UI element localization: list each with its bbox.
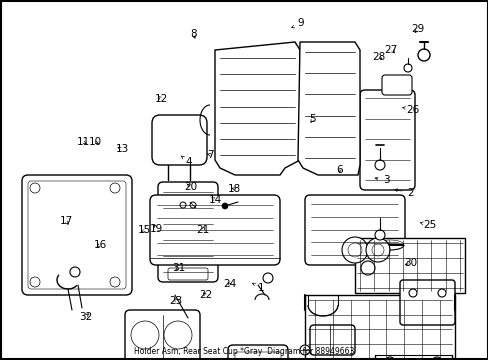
Circle shape: [70, 267, 80, 277]
Circle shape: [417, 49, 429, 61]
Polygon shape: [215, 42, 299, 175]
Circle shape: [374, 160, 384, 170]
Bar: [354, 238, 464, 293]
Text: 5: 5: [309, 114, 316, 124]
Circle shape: [437, 289, 445, 297]
FancyBboxPatch shape: [168, 268, 207, 280]
Text: 11: 11: [76, 137, 90, 147]
Polygon shape: [375, 244, 403, 246]
Circle shape: [403, 64, 411, 72]
Text: 24: 24: [223, 279, 236, 289]
Text: Holder Asm, Rear Seat Cup *Gray  Diagram for 88949663: Holder Asm, Rear Seat Cup *Gray Diagram …: [134, 347, 353, 356]
Text: 21: 21: [196, 225, 209, 235]
Text: 4: 4: [181, 156, 191, 167]
FancyBboxPatch shape: [125, 310, 200, 360]
Text: 19: 19: [149, 224, 163, 234]
Text: 17: 17: [59, 216, 73, 226]
FancyBboxPatch shape: [150, 195, 280, 265]
Text: 6: 6: [336, 165, 343, 175]
Circle shape: [190, 202, 196, 208]
Circle shape: [431, 357, 441, 360]
Text: 9: 9: [291, 18, 304, 28]
Text: 28: 28: [371, 52, 385, 62]
Circle shape: [371, 244, 383, 256]
FancyBboxPatch shape: [309, 325, 354, 355]
Circle shape: [110, 183, 120, 193]
Text: 1: 1: [252, 283, 264, 293]
Text: 2: 2: [394, 188, 413, 198]
Text: 15: 15: [137, 225, 151, 235]
Circle shape: [374, 230, 384, 240]
FancyBboxPatch shape: [227, 345, 287, 360]
Text: 20: 20: [184, 182, 197, 192]
Circle shape: [365, 238, 389, 262]
Text: 26: 26: [402, 105, 419, 115]
FancyBboxPatch shape: [305, 195, 404, 265]
Text: 8: 8: [189, 29, 196, 39]
Text: 31: 31: [171, 263, 185, 273]
Text: 27: 27: [384, 45, 397, 55]
Circle shape: [384, 357, 394, 360]
Circle shape: [110, 277, 120, 287]
Text: 3: 3: [374, 175, 389, 185]
FancyBboxPatch shape: [399, 280, 454, 325]
Polygon shape: [297, 42, 359, 175]
Circle shape: [299, 345, 309, 355]
FancyBboxPatch shape: [158, 182, 218, 282]
FancyBboxPatch shape: [152, 115, 206, 165]
Text: 22: 22: [198, 290, 212, 300]
Text: 18: 18: [227, 184, 241, 194]
Text: 32: 32: [79, 312, 92, 322]
FancyBboxPatch shape: [359, 90, 414, 190]
Text: 30: 30: [404, 258, 416, 268]
Circle shape: [347, 243, 361, 257]
Circle shape: [408, 289, 416, 297]
FancyBboxPatch shape: [22, 175, 132, 295]
Text: 7: 7: [206, 150, 213, 160]
Circle shape: [30, 277, 40, 287]
Text: 13: 13: [115, 144, 129, 154]
Text: 10: 10: [89, 137, 102, 147]
Circle shape: [222, 203, 227, 209]
Circle shape: [180, 202, 185, 208]
Text: 16: 16: [93, 240, 107, 250]
Circle shape: [263, 273, 272, 283]
Circle shape: [341, 237, 367, 263]
Circle shape: [30, 183, 40, 193]
Text: 12: 12: [154, 94, 168, 104]
Text: 29: 29: [410, 24, 424, 34]
FancyBboxPatch shape: [381, 75, 411, 95]
Bar: [305, 295, 454, 360]
Text: 14: 14: [208, 195, 222, 205]
Text: 23: 23: [169, 296, 183, 306]
Circle shape: [360, 261, 374, 275]
Text: 25: 25: [420, 220, 436, 230]
